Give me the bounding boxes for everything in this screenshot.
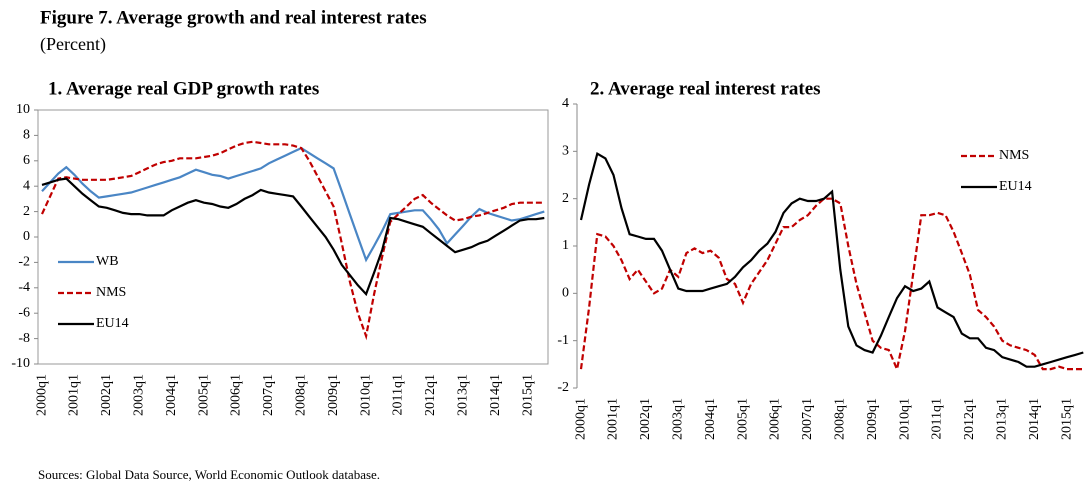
x-tick-label: 2012q1 (423, 374, 438, 416)
x-tick-label: 2001q1 (67, 374, 82, 416)
series-line (41, 146, 545, 263)
y-tick-label: 3 (562, 144, 569, 159)
x-tick-label: 2005q1 (196, 374, 211, 416)
x-tick-label: 2015q1 (1059, 398, 1074, 440)
x-tick-label: 2004q1 (703, 398, 718, 440)
x-tick-label: 2003q1 (131, 374, 146, 416)
legend-label: NMS (999, 148, 1029, 163)
y-tick-label: 2 (23, 204, 30, 219)
legend-label: EU14 (96, 316, 129, 331)
y-tick-label: 1 (562, 238, 569, 253)
y-tick-label: -4 (18, 280, 30, 295)
y-tick-label: -1 (557, 333, 569, 348)
figure-subtitle: (Percent) (40, 34, 106, 55)
x-tick-label: 2011q1 (930, 398, 945, 439)
y-tick-label: -8 (18, 331, 30, 346)
x-tick-label: 2010q1 (358, 374, 373, 416)
x-tick-label: 2002q1 (99, 374, 114, 416)
x-tick-label: 2009q1 (865, 398, 880, 440)
x-tick-label: 2014q1 (488, 374, 503, 416)
legend-label: WB (96, 254, 119, 269)
panel-title: 1. Average real GDP growth rates (48, 78, 319, 99)
y-tick-label: 6 (23, 153, 30, 168)
x-tick-label: 2005q1 (735, 398, 750, 440)
x-tick-label: 2012q1 (962, 398, 977, 440)
x-tick-label: 2015q1 (520, 374, 535, 416)
x-tick-label: 2007q1 (261, 374, 276, 416)
series-line (41, 177, 545, 297)
y-tick-label: 0 (562, 286, 569, 301)
x-tick-label: 2010q1 (897, 398, 912, 440)
x-tick-label: 2011q1 (391, 374, 406, 415)
x-tick-label: 2008q1 (832, 398, 847, 440)
series-line (579, 152, 1084, 368)
y-tick-label: -10 (11, 356, 30, 371)
y-tick-label: 4 (23, 178, 30, 193)
x-tick-label: 2008q1 (293, 374, 308, 416)
x-tick-label: 2013q1 (455, 374, 470, 416)
x-tick-label: 2007q1 (800, 398, 815, 440)
y-tick-label: 8 (23, 128, 30, 143)
y-tick-label: 0 (23, 229, 30, 244)
y-tick-label: 2 (562, 191, 569, 206)
figure-title: Figure 7. Average growth and real intere… (40, 7, 427, 28)
panel-title: 2. Average real interest rates (590, 78, 821, 99)
x-tick-label: 2013q1 (994, 398, 1009, 440)
x-tick-label: 2000q1 (573, 398, 588, 440)
y-tick-label: -2 (557, 380, 569, 395)
x-tick-label: 2009q1 (326, 374, 341, 416)
legend-label: EU14 (999, 179, 1032, 194)
y-tick-label: 10 (16, 102, 30, 117)
series-line (579, 197, 1084, 373)
x-tick-label: 2014q1 (1027, 398, 1042, 440)
x-tick-label: 2000q1 (34, 374, 49, 416)
x-tick-label: 2003q1 (670, 398, 685, 440)
y-tick-label: -6 (18, 305, 30, 320)
x-tick-label: 2004q1 (164, 374, 179, 416)
y-tick-label: -2 (18, 255, 30, 270)
x-tick-label: 2006q1 (229, 374, 244, 416)
x-tick-label: 2002q1 (638, 398, 653, 440)
source-note: Sources: Global Data Source, World Econo… (38, 467, 380, 482)
legend-label: NMS (96, 285, 126, 300)
series-line (40, 140, 545, 341)
x-tick-label: 2006q1 (768, 398, 783, 440)
x-tick-label: 2001q1 (606, 398, 621, 440)
y-tick-label: 4 (562, 96, 569, 111)
